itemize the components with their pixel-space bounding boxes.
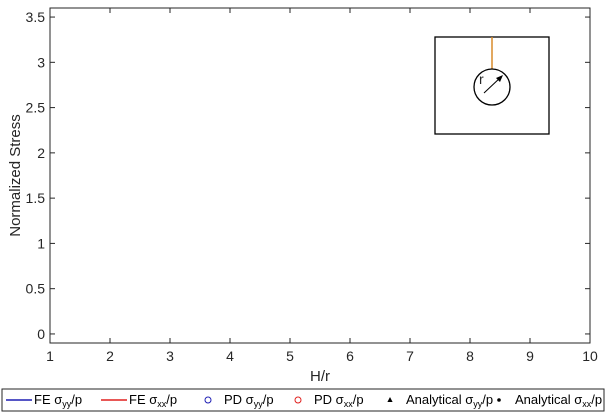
legend-tail: /p [591, 392, 602, 407]
x-tick-label: 3 [166, 348, 174, 364]
x-axis-label: H/r [310, 368, 330, 385]
legend-label-1: FE σxx/p [129, 392, 177, 409]
y-tick-label: 0 [37, 326, 45, 342]
legend-subscript: yy [254, 399, 264, 409]
y-tick-label: 0.5 [26, 281, 46, 297]
y-tick-label: 2.5 [26, 100, 46, 116]
legend: FE σyy/p FE σxx/p PD σyy/p PD σxx/p Analytic… [1, 388, 605, 412]
legend-subscript: xx [157, 399, 167, 409]
y-tick-label: 3.5 [26, 9, 46, 25]
legend-main: FE σ [34, 392, 62, 407]
legend-subscript: xx [582, 399, 592, 409]
legend-subscript: xx [344, 399, 354, 409]
legend-box [1, 388, 605, 412]
legend-swatch-3 [294, 396, 302, 404]
y-tick-label: 1 [37, 235, 45, 251]
legend-main: FE σ [129, 392, 157, 407]
legend-main: PD σ [314, 392, 344, 407]
inset-radius-label: r [479, 71, 484, 87]
legend-tail: /p [263, 392, 274, 407]
legend-subscript: yy [473, 399, 483, 409]
x-tick-label: 2 [106, 348, 114, 364]
y-tick-label: 2 [37, 145, 45, 161]
inset-diagram: r [434, 36, 550, 135]
x-tick-label: 9 [526, 348, 534, 364]
legend-main: Analytical σ [515, 392, 582, 407]
legend-tail: /p [482, 392, 493, 407]
x-tick-label: 7 [406, 348, 414, 364]
legend-swatch-5 [497, 398, 501, 402]
x-tick-label: 1 [46, 348, 54, 364]
y-tick-label: 3 [37, 54, 45, 70]
legend-tail: /p [71, 392, 82, 407]
inset-arrow-head [496, 75, 503, 82]
legend-tail: /p [166, 392, 177, 407]
legend-label-2: PD σyy/p [224, 392, 274, 409]
x-tick-label: 6 [346, 348, 354, 364]
x-tick-label: 5 [286, 348, 294, 364]
legend-main: Analytical σ [406, 392, 473, 407]
legend-label-0: FE σyy/p [34, 392, 82, 409]
legend-main: PD σ [224, 392, 254, 407]
legend-swatch-2 [204, 396, 212, 404]
x-tick-label: 4 [226, 348, 234, 364]
legend-subscript: yy [62, 399, 72, 409]
legend-label-4: Analytical σyy/p [406, 392, 493, 409]
x-tick-label: 8 [466, 348, 474, 364]
legend-label-3: PD σxx/p [314, 392, 364, 409]
y-tick-label: 1.5 [26, 190, 46, 206]
legend-label-5: Analytical σxx/p [515, 392, 602, 409]
legend-tail: /p [353, 392, 364, 407]
x-tick-label: 10 [582, 348, 598, 364]
y-axis-label: Normalized Stress [7, 114, 24, 237]
legend-swatch-4 [387, 397, 393, 402]
